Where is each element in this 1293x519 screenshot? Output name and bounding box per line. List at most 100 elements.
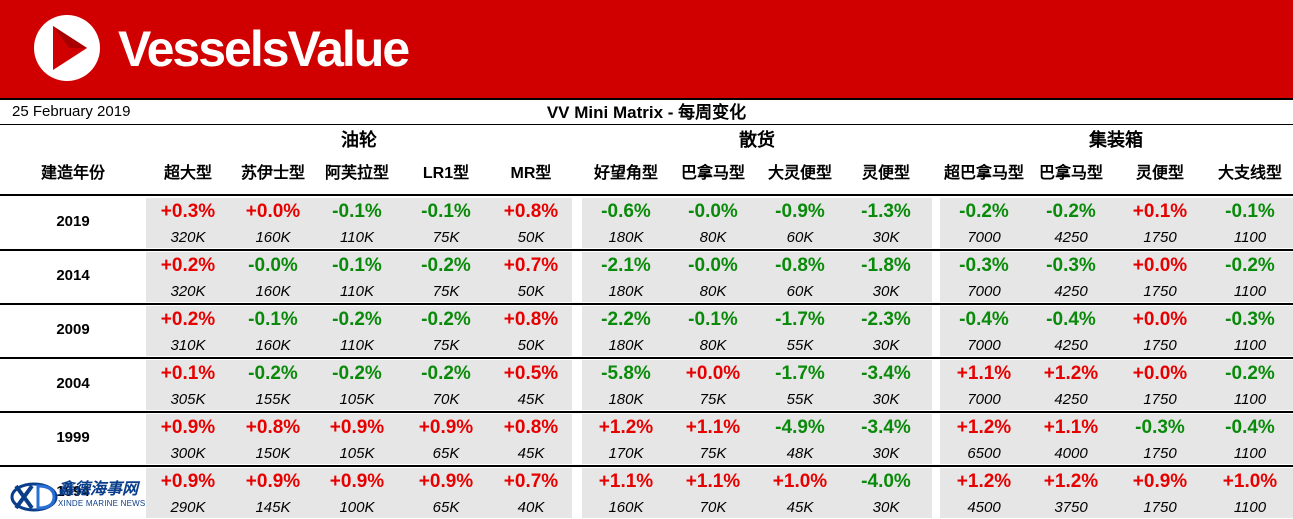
size-cell: 110K — [340, 337, 374, 354]
change-cell: +1.1% — [685, 471, 741, 492]
change-cell: -3.4% — [861, 417, 911, 438]
size-cell: 170K — [608, 445, 644, 462]
size-cell: 75K — [432, 229, 460, 246]
change-cell: -3.4% — [861, 363, 911, 384]
change-cell: -0.9% — [775, 201, 825, 222]
change-cell: +1.2% — [1043, 363, 1099, 384]
row-shade — [582, 198, 932, 248]
change-cell: +1.1% — [1043, 417, 1099, 438]
size-cell: 4250 — [1054, 337, 1088, 354]
size-cell: 7000 — [967, 337, 1001, 354]
title-rule — [0, 124, 1293, 125]
change-cell: +0.8% — [503, 309, 559, 330]
size-cell: 30K — [872, 283, 900, 300]
row-shade — [940, 360, 1293, 410]
change-cell: -0.4% — [1225, 417, 1275, 438]
size-cell: 80K — [699, 337, 727, 354]
row-separator — [0, 303, 1293, 305]
change-cell: +0.9% — [329, 417, 385, 438]
size-cell: 7000 — [967, 391, 1001, 408]
size-cell: 100K — [339, 499, 375, 516]
row-shade — [146, 414, 572, 464]
size-cell: 60K — [786, 229, 814, 246]
change-cell: +1.2% — [1043, 471, 1099, 492]
change-cell: -5.8% — [601, 363, 651, 384]
size-cell: 160K — [255, 283, 291, 300]
size-cell: 48K — [786, 445, 814, 462]
row-year: 1999 — [56, 429, 90, 446]
size-cell: 65K — [432, 445, 460, 462]
size-cell: 50K — [517, 229, 545, 246]
change-cell: -0.2% — [421, 255, 471, 276]
change-cell: +0.7% — [503, 471, 559, 492]
column-header: MR型 — [510, 165, 552, 182]
size-cell: 1750 — [1143, 445, 1177, 462]
size-cell: 145K — [255, 499, 291, 516]
row-separator — [0, 249, 1293, 251]
column-header: 超大型 — [163, 165, 212, 182]
group-title-0: 油轮 — [341, 130, 377, 150]
change-cell: -0.1% — [332, 201, 382, 222]
size-cell: 1100 — [1233, 229, 1267, 246]
size-cell: 180K — [608, 391, 644, 408]
size-cell: 50K — [517, 283, 545, 300]
row-shade — [146, 198, 572, 248]
size-cell: 30K — [872, 445, 900, 462]
size-cell: 80K — [699, 229, 727, 246]
row-year: 2019 — [56, 213, 90, 230]
size-cell: 40K — [517, 499, 545, 516]
column-header: 大支线型 — [1217, 165, 1282, 182]
change-cell: -0.2% — [421, 309, 471, 330]
size-cell: 75K — [432, 337, 460, 354]
change-cell: -0.2% — [1046, 201, 1096, 222]
change-cell: +1.1% — [685, 417, 741, 438]
column-header: 好望角型 — [593, 165, 658, 182]
change-cell: -0.0% — [248, 255, 298, 276]
size-cell: 4500 — [967, 499, 1001, 516]
size-cell: 70K — [699, 499, 727, 516]
size-cell: 55K — [786, 391, 814, 408]
change-cell: +0.9% — [245, 471, 301, 492]
size-cell: 110K — [340, 283, 374, 300]
change-cell: -0.3% — [1135, 417, 1185, 438]
change-cell: -0.4% — [959, 309, 1009, 330]
change-cell: +0.0% — [245, 201, 301, 222]
change-cell: +0.3% — [160, 201, 216, 222]
change-cell: +0.0% — [1132, 363, 1188, 384]
size-cell: 180K — [608, 229, 644, 246]
header-separator — [0, 194, 1293, 196]
size-cell: 7000 — [967, 283, 1001, 300]
row-year: 2009 — [56, 321, 90, 338]
change-cell: +1.2% — [956, 471, 1012, 492]
row-year: 2014 — [56, 267, 90, 284]
size-cell: 160K — [255, 229, 291, 246]
size-cell: 150K — [255, 445, 291, 462]
size-cell: 105K — [339, 391, 375, 408]
size-cell: 155K — [255, 391, 291, 408]
size-cell: 4250 — [1054, 391, 1088, 408]
size-cell: 80K — [699, 283, 727, 300]
row-shade — [582, 414, 932, 464]
change-cell: +1.2% — [956, 417, 1012, 438]
size-cell: 65K — [432, 499, 460, 516]
size-cell: 30K — [872, 391, 900, 408]
size-cell: 1100 — [1233, 445, 1267, 462]
column-header: 灵便型 — [1135, 165, 1184, 182]
change-cell: -0.3% — [1225, 309, 1275, 330]
size-cell: 4000 — [1054, 445, 1088, 462]
change-cell: +0.9% — [160, 471, 216, 492]
size-cell: 30K — [872, 499, 900, 516]
change-cell: -0.0% — [688, 255, 738, 276]
size-cell: 45K — [517, 391, 545, 408]
size-cell: 1750 — [1143, 391, 1177, 408]
column-header: 苏伊士型 — [240, 165, 305, 182]
change-cell: -0.1% — [421, 201, 471, 222]
size-cell: 4250 — [1054, 229, 1088, 246]
brand-banner: VesselsValue — [0, 0, 1293, 98]
change-cell: -2.3% — [861, 309, 911, 330]
size-cell: 290K — [170, 499, 206, 516]
change-cell: +0.9% — [418, 471, 474, 492]
change-cell: -0.2% — [332, 309, 382, 330]
size-cell: 1750 — [1143, 229, 1177, 246]
change-cell: +0.0% — [685, 363, 741, 384]
